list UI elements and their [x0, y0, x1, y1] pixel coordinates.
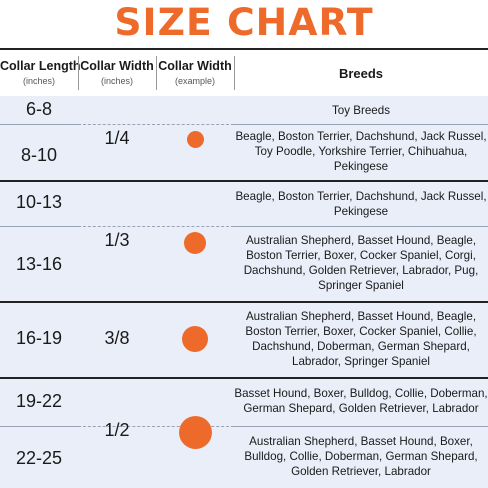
- table-row-length: 16-19: [15, 328, 63, 348]
- group-band: [0, 379, 488, 488]
- collar-width-example-dot: [184, 232, 206, 254]
- group-divider: [0, 180, 488, 182]
- collar-width-value: 1/4: [104, 128, 130, 148]
- row-divider: [0, 226, 78, 227]
- header-width-label: Collar Width: [80, 59, 154, 73]
- group-band: [0, 96, 488, 180]
- header-example-label: Collar Width: [158, 59, 232, 73]
- row-divider: [0, 426, 78, 427]
- page-title: SIZE CHART: [114, 1, 374, 44]
- row-divider-dashed: [78, 226, 234, 227]
- table-header: Collar Length (inches) Collar Width (inc…: [0, 48, 488, 98]
- header-width-unit: (inches): [100, 76, 133, 86]
- group-band: [0, 182, 488, 301]
- row-divider: [234, 426, 488, 427]
- table-row-breeds: Basset Hound, Boxer, Bulldog, Collie, Do…: [234, 387, 488, 415]
- collar-width-value: 1/2: [104, 420, 130, 440]
- header-collar-length: Collar Length (inches): [0, 50, 81, 96]
- collar-width-example-dot: [179, 416, 212, 449]
- table-row-breeds: Beagle, Boston Terrier, Dachshund, Jack …: [235, 130, 487, 173]
- header-length-unit: (inches): [22, 76, 55, 86]
- header-example-unit: (example): [174, 76, 215, 86]
- table-row-length: 10-13: [15, 192, 63, 212]
- collar-width-value: 3/8: [104, 328, 130, 348]
- row-divider-dashed: [78, 426, 234, 427]
- table-row-breeds: Australian Shepherd, Basset Hound, Boxer…: [244, 435, 478, 478]
- row-divider: [234, 226, 488, 227]
- table-row-breeds: Australian Shepherd, Basset Hound, Beagl…: [245, 310, 477, 368]
- header-collar-width-example: Collar Width (example): [156, 50, 234, 96]
- header-length-label: Collar Length: [0, 59, 81, 73]
- row-divider: [234, 124, 488, 125]
- table-row-length: 22-25: [15, 448, 63, 468]
- table-row-length: 13-16: [15, 254, 63, 274]
- row-divider-dashed: [78, 124, 234, 125]
- collar-width-example-dot: [187, 131, 204, 148]
- group-divider: [0, 377, 488, 379]
- table-row-breeds: Toy Breeds: [332, 104, 390, 117]
- group-band: [0, 303, 488, 377]
- group-divider: [0, 301, 488, 303]
- header-divider: [234, 56, 235, 90]
- table-row-breeds: Beagle, Boston Terrier, Dachshund, Jack …: [235, 190, 487, 218]
- header-breeds-label: Breeds: [338, 66, 384, 81]
- table-row-length: 19-22: [15, 391, 63, 411]
- header-collar-width: Collar Width (inches): [78, 50, 156, 96]
- header-divider: [156, 56, 157, 90]
- header-divider: [78, 56, 79, 90]
- table-row-breeds: Australian Shepherd, Basset Hound, Beagl…: [243, 234, 479, 292]
- table-row-length: 8-10: [20, 145, 58, 165]
- row-divider: [0, 124, 78, 125]
- collar-width-value: 1/3: [104, 230, 130, 250]
- collar-width-example-dot: [182, 326, 208, 352]
- table-row-length: 6-8: [25, 99, 52, 119]
- header-breeds: Breeds: [234, 50, 488, 96]
